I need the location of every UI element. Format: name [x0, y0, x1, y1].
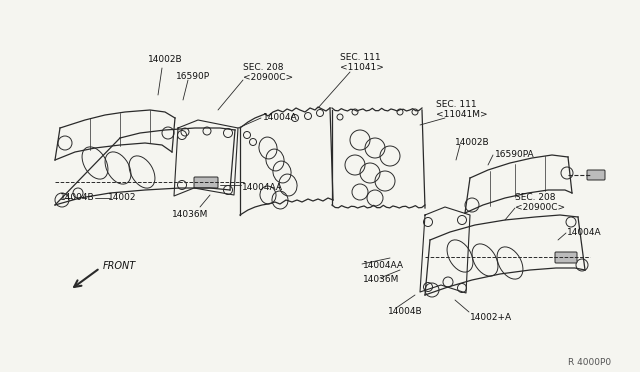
- Text: 14004AA: 14004AA: [242, 183, 283, 192]
- Text: 14004A: 14004A: [567, 228, 602, 237]
- FancyBboxPatch shape: [194, 177, 218, 188]
- Text: 14002B: 14002B: [455, 138, 490, 147]
- Text: SEC. 111: SEC. 111: [340, 53, 381, 62]
- Text: 14004B: 14004B: [388, 307, 422, 316]
- Text: 14002: 14002: [108, 193, 136, 202]
- Text: 14004B: 14004B: [60, 193, 95, 202]
- Text: SEC. 111: SEC. 111: [436, 100, 477, 109]
- Text: <11041>: <11041>: [340, 63, 384, 72]
- FancyBboxPatch shape: [555, 252, 577, 263]
- Text: SEC. 208: SEC. 208: [515, 193, 556, 202]
- Text: FRONT: FRONT: [103, 261, 136, 271]
- Text: 14004A: 14004A: [263, 113, 298, 122]
- FancyBboxPatch shape: [587, 170, 605, 180]
- Text: <11041M>: <11041M>: [436, 110, 488, 119]
- Text: 14002B: 14002B: [148, 55, 182, 64]
- Text: 14036M: 14036M: [172, 210, 209, 219]
- Text: SEC. 208: SEC. 208: [243, 63, 284, 72]
- Text: 14036M: 14036M: [363, 275, 399, 284]
- Text: <20900C>: <20900C>: [243, 73, 293, 82]
- Text: R 4000P0: R 4000P0: [568, 358, 611, 367]
- Text: 14002+A: 14002+A: [470, 313, 512, 322]
- Text: 16590P: 16590P: [176, 72, 210, 81]
- Text: <20900C>: <20900C>: [515, 203, 565, 212]
- Text: 16590PA: 16590PA: [495, 150, 534, 159]
- Text: 14004AA: 14004AA: [363, 261, 404, 270]
